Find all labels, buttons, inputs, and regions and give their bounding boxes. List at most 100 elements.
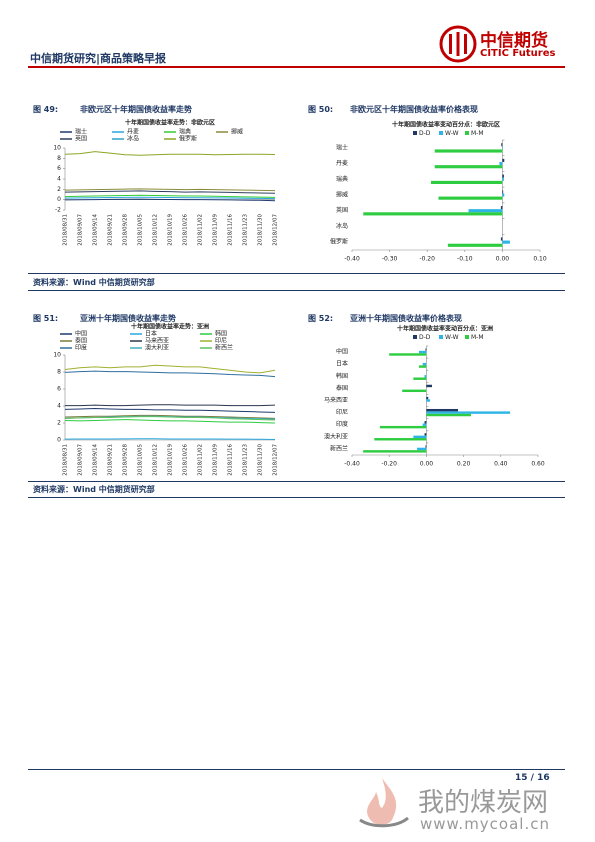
category-label: 印度 — [336, 420, 348, 428]
legend-label: W-W — [445, 130, 459, 137]
watermark-text: 我的煤炭网 — [418, 788, 549, 818]
legend-label: 俄罗斯 — [179, 135, 197, 143]
line-series — [64, 190, 276, 194]
legend-label: 丹麦 — [127, 128, 139, 136]
legend-label: D-D — [419, 130, 431, 137]
chart-title: 十年期国债收益率走势：非欧元区 — [125, 119, 215, 127]
bar — [425, 445, 427, 448]
x-tick-label: 2018/09/14 — [93, 214, 99, 246]
bar — [447, 243, 503, 247]
y-tick-label: 0 — [57, 437, 61, 444]
category-label: 马来西亚 — [324, 396, 348, 404]
legend-label: 日本 — [145, 330, 157, 338]
line-series — [64, 364, 276, 374]
chart-title: 十年期国债收益率变动百分点：亚洲 — [397, 325, 493, 333]
x-tick-label: 2018/11/02 — [198, 214, 204, 246]
bar — [374, 438, 427, 441]
source-note: 资料来源：Wind 中信期货研究部 — [33, 278, 155, 287]
figure-caption: 非欧元区十年期国债收益率走势 — [80, 105, 192, 114]
legend-label: 韩国 — [215, 330, 227, 338]
x-tick-label: 2018/10/05 — [138, 444, 144, 476]
bar — [500, 206, 503, 210]
bar — [426, 411, 511, 414]
legend-label: 泰国 — [75, 337, 87, 345]
bar — [499, 162, 503, 166]
legend-label: M-M — [471, 334, 484, 341]
category-label: 俄罗斯 — [330, 238, 348, 246]
bar — [426, 408, 459, 412]
x-tick-label: 2018/11/30 — [258, 214, 264, 246]
legend-label: 挪威 — [231, 128, 243, 136]
x-tick-label: 0.00 — [496, 256, 510, 263]
figure-caption: 亚洲十年期国债收益率走势 — [80, 314, 176, 323]
y-tick-label: 10 — [53, 352, 61, 359]
bar — [430, 180, 503, 184]
category-label: 日本 — [336, 360, 348, 368]
bar — [424, 375, 427, 378]
bar — [413, 435, 427, 439]
bar — [363, 212, 503, 216]
line-series — [64, 408, 276, 413]
legend-label: 瑞士 — [75, 128, 87, 136]
legend-label: 冰岛 — [127, 135, 139, 143]
bar — [418, 350, 427, 354]
y-tick-label: 6 — [57, 165, 61, 172]
source-note: 资料来源：Wind 中信期货研究部 — [33, 485, 155, 494]
x-tick-label: -0.40 — [344, 461, 360, 468]
y-tick-label: 4 — [57, 176, 61, 183]
y-tick-label: 4 — [57, 403, 61, 410]
category-label: 瑞士 — [336, 143, 348, 151]
legend-label: D-D — [419, 334, 431, 341]
y-tick-label: 2 — [57, 420, 61, 427]
bar — [426, 396, 429, 400]
bar — [424, 421, 427, 424]
x-tick-label: 2018/09/21 — [108, 444, 114, 476]
legend-swatch — [413, 131, 417, 135]
figure-caption: 亚洲十年期国债收益率价格表现 — [350, 314, 462, 323]
x-tick-label: 2018/09/14 — [93, 444, 99, 476]
category-label: 印尼 — [336, 409, 348, 416]
bar — [426, 399, 431, 402]
legend-swatch — [413, 335, 417, 339]
y-tick-label: 0 — [57, 196, 61, 203]
bar — [502, 240, 510, 244]
category-label: 新西兰 — [330, 444, 348, 452]
watermark-logo — [359, 778, 409, 828]
line-series — [65, 404, 276, 407]
category-label: 泰国 — [336, 384, 348, 392]
chart: 十年期国债收益率走势：非欧元区 -2 0 2 4 6 8 10 2018/08/31 2018/0… — [53, 119, 278, 246]
legend-label: 印度 — [75, 344, 87, 352]
bar — [426, 384, 432, 388]
x-tick-label: 2018/11/02 — [198, 444, 204, 476]
legend-label: 澳大利亚 — [145, 344, 169, 352]
bar — [422, 423, 427, 426]
bar — [502, 193, 505, 197]
bar — [438, 196, 503, 200]
x-tick-label: -0.20 — [381, 461, 397, 468]
bar — [502, 190, 504, 194]
bar — [434, 149, 503, 153]
bar — [468, 209, 503, 213]
figure-caption: 非欧元区十年期国债收益率价格表现 — [350, 105, 478, 114]
legend-label: 瑞典 — [179, 128, 191, 136]
legend-label: 新西兰 — [215, 344, 233, 352]
x-tick-label: 2018/10/12 — [153, 214, 159, 246]
x-tick-label: 2018/10/19 — [168, 214, 174, 246]
line-series — [64, 419, 276, 424]
line-series — [64, 438, 276, 440]
rule — [28, 273, 565, 274]
figure-label: 图 50: — [308, 105, 334, 114]
y-tick-label: -2 — [55, 207, 61, 214]
legend-label: M-M — [471, 130, 484, 137]
page-number: 15 / 16 — [515, 773, 550, 783]
x-tick-label: 2018/11/23 — [243, 444, 249, 476]
watermark-url: www.mycoal.cn — [420, 815, 550, 833]
x-tick-label: -0.20 — [419, 256, 435, 263]
bar — [363, 450, 427, 453]
category-label: 冰岛 — [336, 222, 348, 230]
header-rule — [28, 66, 565, 68]
x-tick-label: 2018/09/28 — [123, 214, 129, 246]
x-tick-label: 2018/09/07 — [78, 214, 84, 246]
x-tick-label: 2018/10/19 — [168, 444, 174, 476]
